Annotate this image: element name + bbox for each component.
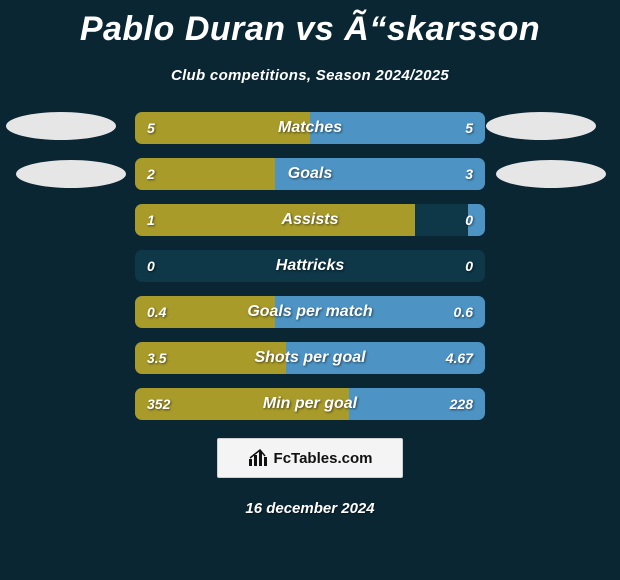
stat-row: Hattricks 0 0 [135, 250, 485, 282]
stat-label: Goals per match [247, 303, 372, 321]
brand-badge: FcTables.com [217, 438, 403, 478]
stat-value-right: 0.6 [454, 304, 473, 320]
stat-label: Hattricks [276, 257, 344, 275]
stat-value-right: 228 [450, 396, 473, 412]
stat-row: Assists 1 0 [135, 204, 485, 236]
player-slot-oval [6, 112, 116, 140]
stat-label: Goals [288, 165, 332, 183]
stat-fill-left [135, 158, 275, 190]
brand-text: FcTables.com [274, 450, 373, 467]
player-slot-oval [486, 112, 596, 140]
snapshot-date: 16 december 2024 [0, 500, 620, 517]
stat-value-right: 5 [465, 120, 473, 136]
stat-value-left: 0.4 [147, 304, 166, 320]
stat-label: Matches [278, 119, 342, 137]
stat-label: Shots per goal [254, 349, 365, 367]
stat-value-right: 4.67 [446, 350, 473, 366]
stat-value-left: 1 [147, 212, 155, 228]
stat-row: Matches 5 5 [135, 112, 485, 144]
player-slot-oval [496, 160, 606, 188]
stat-row: Shots per goal 3.5 4.67 [135, 342, 485, 374]
stat-value-left: 0 [147, 258, 155, 274]
stat-row: Goals per match 0.4 0.6 [135, 296, 485, 328]
page-subtitle: Club competitions, Season 2024/2025 [0, 49, 620, 84]
stat-value-right: 0 [465, 212, 473, 228]
stat-value-right: 0 [465, 258, 473, 274]
stat-value-left: 5 [147, 120, 155, 136]
stat-fill-left [135, 204, 415, 236]
stat-value-left: 3.5 [147, 350, 166, 366]
stat-bars: Matches 5 5 Goals 2 3 Assists 1 0 Hattricks 0 0 Goal… [135, 112, 485, 420]
stat-row: Min per goal 352 228 [135, 388, 485, 420]
stat-label: Assists [282, 211, 339, 229]
stat-value-left: 352 [147, 396, 170, 412]
stat-value-right: 3 [465, 166, 473, 182]
player-slot-oval [16, 160, 126, 188]
stat-label: Min per goal [263, 395, 357, 413]
chart-bars-icon [248, 449, 268, 467]
stat-row: Goals 2 3 [135, 158, 485, 190]
page-title: Pablo Duran vs Ã“skarsson [0, 0, 620, 49]
comparison-stage: Matches 5 5 Goals 2 3 Assists 1 0 Hattricks 0 0 Goal… [0, 112, 620, 420]
stat-value-left: 2 [147, 166, 155, 182]
